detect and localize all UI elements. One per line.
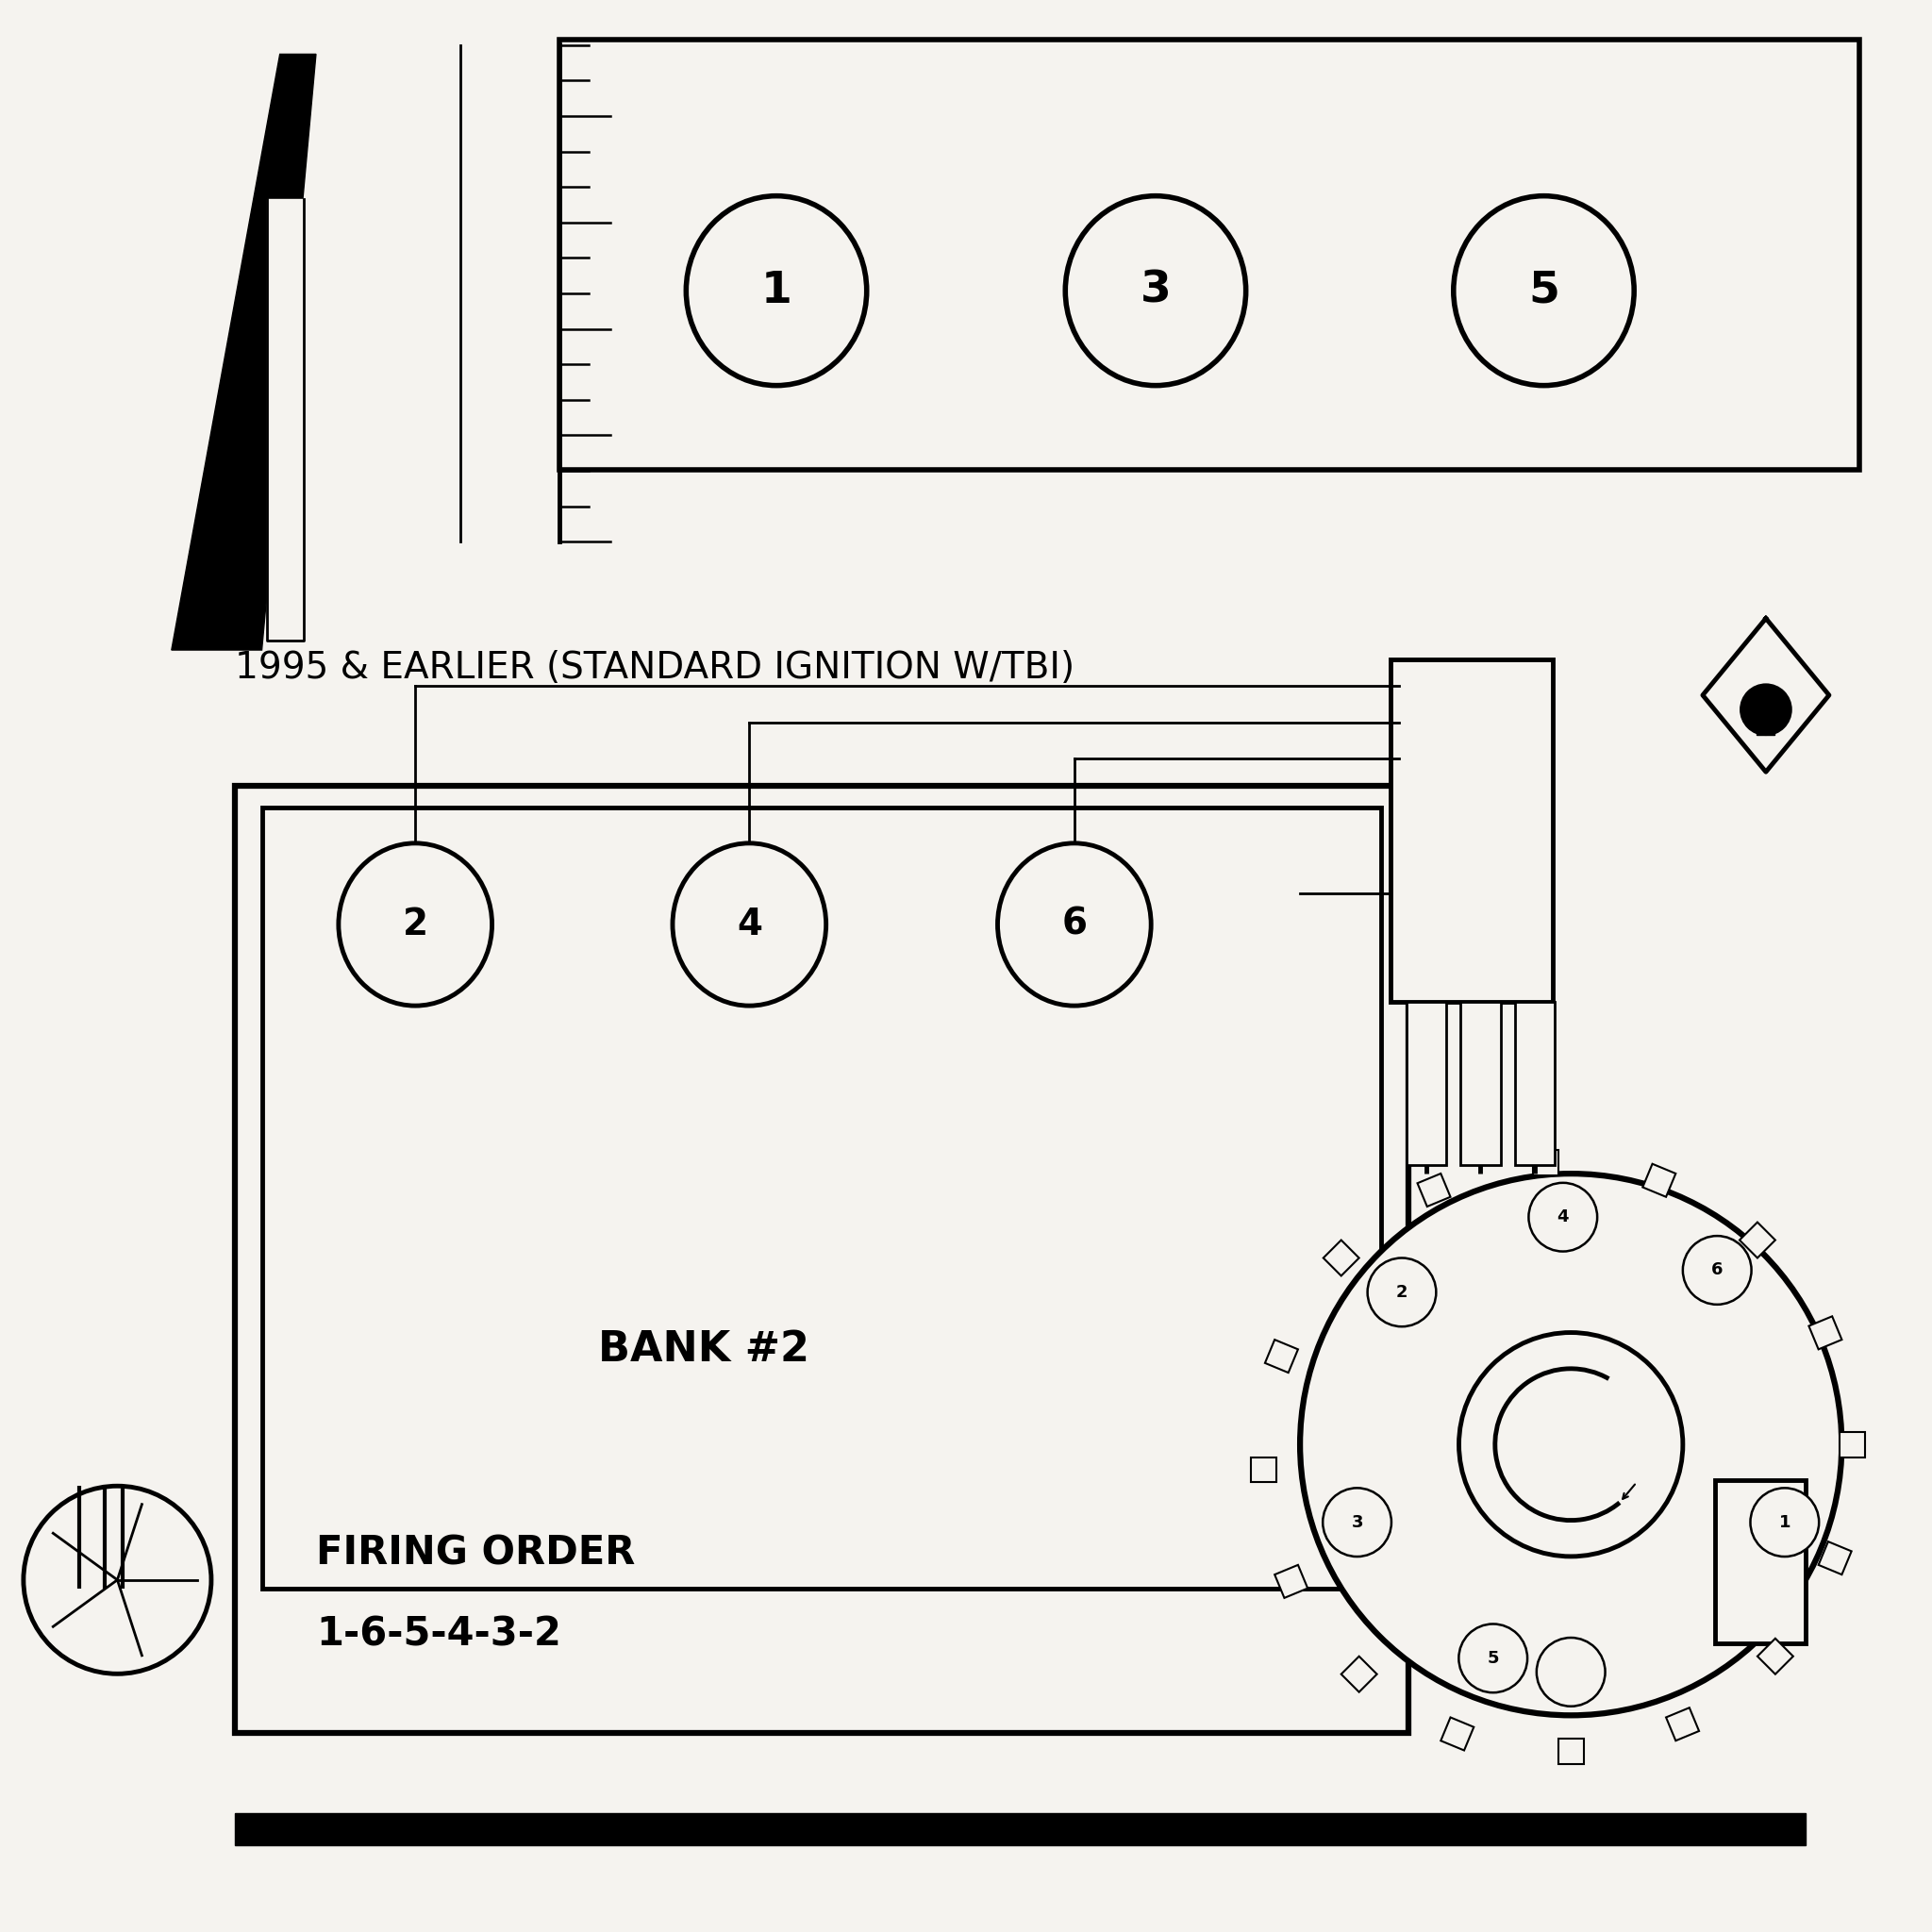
Circle shape [1323,1488,1391,1557]
Bar [1532,1150,1559,1175]
Text: 1: 1 [1779,1515,1791,1530]
Text: 5: 5 [1488,1650,1499,1667]
Text: 4: 4 [1557,1209,1569,1225]
Ellipse shape [338,842,493,1007]
Text: 1: 1 [761,269,792,311]
Bar [1323,1240,1358,1275]
Text: 4: 4 [736,906,761,943]
Bar [234,786,1408,1733]
Bar [1265,1339,1298,1374]
Bar [1665,1708,1698,1741]
Text: 3: 3 [1140,269,1171,311]
Circle shape [1459,1333,1683,1557]
Text: 1995 & EARLIER (STANDARD IGNITION W/TBI): 1995 & EARLIER (STANDARD IGNITION W/TBI) [234,651,1074,686]
Text: 5: 5 [1528,269,1559,311]
Bar [1341,1656,1378,1692]
Bar [1406,1003,1447,1165]
Circle shape [1300,1173,1841,1716]
Text: 2: 2 [402,906,429,943]
Bar [1716,1480,1806,1642]
Bar [1642,1163,1675,1198]
Text: 1-6-5-4-3-2: 1-6-5-4-3-2 [317,1615,560,1654]
Bar [1559,1739,1584,1764]
Ellipse shape [997,842,1151,1007]
Bar [1418,1173,1451,1208]
Polygon shape [234,1812,1806,1845]
Bar [263,808,1381,1588]
Bar [1252,1457,1277,1482]
Text: 6: 6 [1712,1262,1723,1279]
Circle shape [23,1486,211,1673]
Ellipse shape [672,842,827,1007]
Bar [1758,1638,1793,1675]
Circle shape [1459,1625,1528,1692]
Circle shape [1536,1638,1605,1706]
Circle shape [1683,1236,1752,1304]
Text: 2: 2 [1397,1283,1408,1300]
Text: FIRING ORDER: FIRING ORDER [317,1532,636,1573]
Bar [1461,1003,1501,1165]
Circle shape [1741,684,1791,734]
Text: 3: 3 [1350,1515,1362,1530]
Bar [1808,1316,1841,1349]
Text: BANK #2: BANK #2 [599,1329,810,1370]
Bar [1515,1003,1555,1165]
Polygon shape [267,199,303,641]
Bar [1739,1223,1776,1258]
Polygon shape [1756,709,1776,734]
Bar [1441,1718,1474,1750]
Text: 6: 6 [1061,906,1088,943]
Bar [1275,1565,1308,1598]
Bar [1391,659,1553,1003]
Ellipse shape [686,195,867,386]
Bar [560,41,1861,469]
Polygon shape [1702,618,1830,773]
Circle shape [1368,1258,1435,1327]
Bar [1818,1542,1851,1575]
Ellipse shape [1065,195,1246,386]
Ellipse shape [1453,195,1634,386]
Bar [1839,1432,1864,1457]
Circle shape [1528,1182,1598,1252]
Circle shape [1750,1488,1818,1557]
Polygon shape [172,54,317,649]
